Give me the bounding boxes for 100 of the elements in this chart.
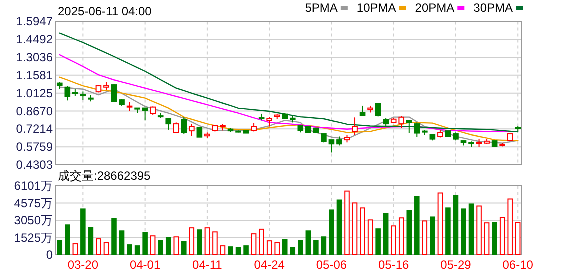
chart-title: 成交量:28662395	[58, 169, 152, 183]
bar	[500, 217, 506, 256]
y-tick-label: 4575万	[14, 196, 53, 210]
bar	[150, 236, 156, 256]
candlestick	[266, 116, 272, 128]
bar	[360, 208, 366, 256]
bar	[174, 236, 180, 256]
bar	[236, 247, 242, 256]
bar	[329, 210, 334, 256]
bar	[166, 237, 172, 256]
candlestick	[375, 103, 382, 118]
bar	[484, 222, 490, 256]
bar	[282, 239, 288, 256]
x-tick-label: 05-16	[378, 258, 410, 272]
candlestick	[181, 116, 188, 135]
bar	[134, 246, 140, 256]
bar	[344, 190, 350, 256]
bar	[321, 236, 327, 256]
bar	[259, 228, 264, 256]
x-tick-label: 03-20	[68, 258, 99, 272]
candlestick	[360, 105, 366, 116]
bar	[492, 222, 498, 256]
y-tick-label: 0.5759	[16, 140, 54, 154]
y-tick-label: 1.3036	[16, 50, 54, 65]
candlestick	[196, 127, 203, 138]
bar	[65, 224, 70, 256]
candlestick	[64, 86, 71, 102]
bar	[298, 240, 304, 256]
candlestick	[406, 119, 412, 134]
candlestick	[111, 84, 118, 103]
bar	[228, 246, 234, 256]
bar	[446, 208, 451, 256]
bar	[306, 230, 312, 256]
y-tick-label: 0	[46, 248, 54, 262]
bar	[104, 242, 110, 256]
bar	[476, 206, 482, 256]
bar	[290, 247, 296, 256]
bar	[112, 218, 117, 256]
y-tick-label: 0.4303	[16, 158, 54, 172]
candlestick	[173, 122, 180, 134]
y-tick-label: 1.5947	[16, 14, 54, 29]
bar	[336, 200, 342, 256]
y-tick-label: 1525万	[14, 230, 53, 245]
bar	[119, 230, 125, 256]
y-tick-label: 1.1581	[16, 68, 54, 82]
candlestick	[352, 117, 358, 136]
y-tick-label: 0.7214	[16, 122, 54, 136]
bar	[189, 228, 195, 256]
bar	[158, 240, 164, 256]
legend-label: 30PMA	[474, 1, 513, 15]
bar	[212, 232, 218, 256]
y-tick-label: 1.0125	[16, 86, 54, 100]
legend-label: 10PMA	[356, 1, 396, 15]
y-tick-label: 6101万	[14, 179, 53, 193]
y-tick-label: 0.8670	[16, 104, 54, 118]
bar	[80, 208, 86, 256]
bar	[220, 246, 226, 256]
candlestick	[166, 118, 172, 130]
x-tick-label: 05-29	[440, 258, 472, 272]
x-tick-label: 05-06	[316, 258, 348, 272]
bar	[391, 226, 396, 256]
bar	[376, 228, 381, 256]
chart-title: 2025-06-11 04:00	[58, 4, 152, 19]
bar	[88, 227, 94, 256]
bar	[251, 234, 257, 256]
bar	[142, 232, 148, 256]
bar	[314, 240, 319, 256]
candlestick	[414, 122, 420, 138]
line-series	[59, 32, 519, 133]
legend-label: 5PMA	[305, 1, 338, 15]
bar	[438, 192, 444, 256]
bar	[127, 244, 132, 256]
bar	[414, 196, 420, 256]
line-series	[59, 54, 511, 133]
bar	[244, 246, 249, 256]
bar	[468, 204, 474, 256]
bar	[508, 198, 513, 256]
x-tick-label: 04-11	[192, 258, 223, 272]
y-tick-label: 3050万	[14, 214, 53, 228]
bar	[266, 240, 272, 256]
bar	[422, 220, 428, 256]
x-tick-label: 04-24	[254, 258, 286, 272]
bar	[274, 242, 280, 256]
bar	[96, 238, 102, 256]
bar	[57, 240, 63, 256]
y-tick-label: 1.4492	[16, 32, 54, 47]
bar	[430, 216, 436, 256]
candlestick	[328, 140, 335, 154]
bar	[352, 202, 358, 256]
bar	[406, 210, 412, 256]
bar	[204, 228, 210, 256]
bar	[368, 220, 374, 256]
bar	[72, 244, 78, 256]
bar	[461, 208, 466, 256]
x-tick-label: 06-10	[502, 258, 534, 272]
bar	[383, 213, 389, 256]
bar	[398, 218, 404, 256]
bar	[182, 241, 187, 256]
bar	[515, 222, 521, 256]
line-series	[59, 76, 519, 142]
